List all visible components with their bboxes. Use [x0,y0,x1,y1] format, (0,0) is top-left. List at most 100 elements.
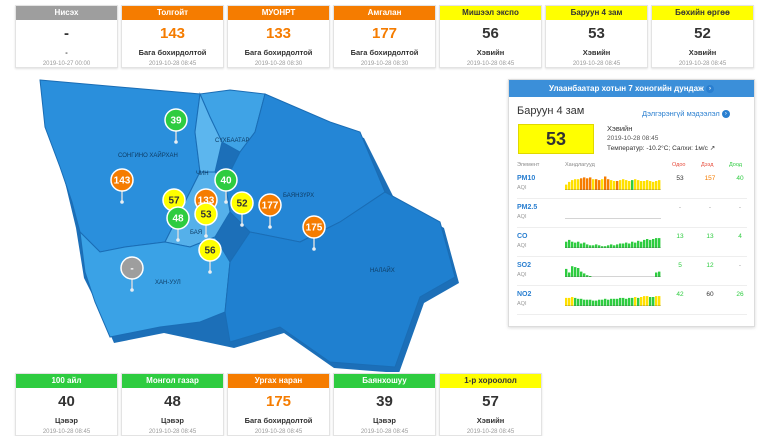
station-card[interactable]: Нисэх - - 2019-10-27 00:00 [15,5,118,68]
pollutant-unit: AQI [517,272,527,278]
station-pin[interactable]: 56 [198,238,222,274]
trend-bar [610,180,613,190]
trend-bar [631,297,634,306]
station-weather: Температур: -10.2°C; Салхи: 1м/с ↗ [607,144,715,152]
station-pin[interactable]: 40 [214,168,238,204]
station-level: Бага бохирдолтой [350,48,419,57]
detail-link-text[interactable]: Дэлгэрэнгүй мэдээлэл [642,109,720,118]
station-card[interactable]: Амгалан 177 Бага бохирдолтой 2019-10-28 … [333,5,436,68]
trend-bar [601,299,604,306]
trend-bar [601,179,604,190]
trend-bar [613,181,616,190]
pollutant-row[interactable]: PM2.5 AQI - - - [517,199,747,228]
station-level: Бага бохирдолтой [138,48,207,57]
station-card[interactable]: Ургах наран 175 Бага бохирдолтой 2019-10… [227,373,330,436]
trend-bar [625,242,628,248]
trend-bar [652,297,655,306]
district-label-chin: ЧИН [196,171,209,177]
value-max: 13 [706,233,714,240]
trend-bar [613,298,616,306]
station-pin[interactable]: 48 [166,206,190,242]
station-pin[interactable]: 175 [302,215,326,251]
trend-sparkbars [565,296,661,306]
pin-marker[interactable] [166,206,190,230]
trend-bar [577,241,580,248]
district-nalaikh[interactable] [224,191,456,368]
station-card[interactable]: Баруун 4 зам 53 Хэвийн 2019-10-28 08:45 [545,5,648,68]
panel-title: Улаанбаатар хотын 7 хоногийн дундаж › [509,80,754,97]
trend-bar [655,181,658,190]
station-level: Хэвийн [582,48,611,57]
station-aqi-value: 48 [164,393,181,410]
trend-bar [622,297,625,306]
trend-bar [640,241,643,248]
chevron-right-icon[interactable]: › [705,84,714,93]
pollutant-name[interactable]: PM2.5 [517,204,538,211]
station-card[interactable]: МУОНРТ 133 Бага бохирдолтой 2019-10-28 0… [227,5,330,68]
station-aqi-value: 56 [482,25,499,42]
pollutant-name[interactable]: CO [517,233,528,240]
pin-marker[interactable] [214,168,238,192]
pollutant-row[interactable]: SO2 AQI 5 12 - [517,257,747,286]
pin-marker[interactable] [198,238,222,262]
station-pin[interactable]: 143 [110,168,134,204]
pollutant-name[interactable]: SO2 [517,262,532,269]
pin-marker[interactable] [120,256,144,280]
trend-bar [658,296,661,306]
station-card[interactable]: Бөхийн өргөө 52 Хэвийн 2019-10-28 08:45 [651,5,754,68]
trend-bar [583,177,586,190]
chevron-right-icon[interactable]: › [721,110,730,119]
detail-link[interactable]: Дэлгэрэнгүй мэдээлэл › [642,109,730,119]
pin-marker[interactable] [258,193,282,217]
pollutant-row[interactable]: NO2 AQI 42 60 26 [517,286,747,315]
station-pin[interactable]: - [120,256,144,292]
trend-bar [580,178,583,190]
station-pin[interactable]: 39 [164,108,188,144]
station-aqi-value: 57 [482,393,499,410]
trend-sparkbars [565,266,661,277]
pollutant-name[interactable]: NO2 [517,291,532,298]
station-card-header: Баянхошуу [334,374,435,388]
trend-bar [601,246,604,248]
trend-bar [619,180,622,190]
pin-base [240,223,244,227]
pin-marker[interactable] [110,168,134,192]
trend-sparkbars [565,238,661,248]
pin-marker[interactable] [194,202,218,226]
pollutant-name[interactable]: PM10 [517,175,536,182]
trend-bar [571,180,574,190]
trend-bar [580,298,583,306]
station-card[interactable]: Толгойт 143 Бага бохирдолтой 2019-10-28 … [121,5,224,68]
station-aqi-value: - [64,25,69,42]
value-max: 157 [704,175,716,182]
pin-value: 133 [198,196,215,207]
station-level: Цэвэр [161,416,184,425]
pin-base [130,288,134,292]
pollutant-row[interactable]: CO AQI 13 13 4 [517,228,747,257]
station-aqi-value: 175 [265,393,292,410]
col-element: Элемент [517,162,540,168]
station-card[interactable]: Мишээл экспо 56 Хэвийн 2019-10-28 08:45 [439,5,542,68]
trend-bar [598,245,601,248]
pin-base [268,225,272,229]
station-aqi-value: 52 [694,25,711,42]
station-timestamp: 2019-10-28 08:45 [148,429,197,435]
station-timestamp: 2019-10-28 08:45 [607,135,659,142]
pollutant-row[interactable]: PM10 AQI 53 157 40 [517,170,747,199]
station-pin[interactable]: 53 [194,202,218,238]
col-trend: Хандлагууд [565,162,595,168]
station-pin[interactable]: 52 [230,191,254,227]
pin-marker[interactable] [302,215,326,239]
station-card-header: Нисэх [16,6,117,20]
station-pin[interactable]: 57 [162,188,186,224]
pin-marker[interactable] [164,108,188,132]
pin-marker[interactable] [230,191,254,215]
station-aqi-value: 53 [588,25,605,42]
station-aqi-value: 39 [376,393,393,410]
trend-bar [655,238,658,248]
station-timestamp: 2019-10-28 08:45 [42,429,91,435]
city-district-map[interactable]: СОНГИНО ХАЙРХАН ЧИН СҮХБААТАР БАЯНЗҮРХ Б… [0,72,500,372]
district-label-songino: СОНГИНО ХАЙРХАН [118,151,178,159]
trend-bar [583,299,586,306]
station-pin[interactable]: 177 [258,193,282,229]
